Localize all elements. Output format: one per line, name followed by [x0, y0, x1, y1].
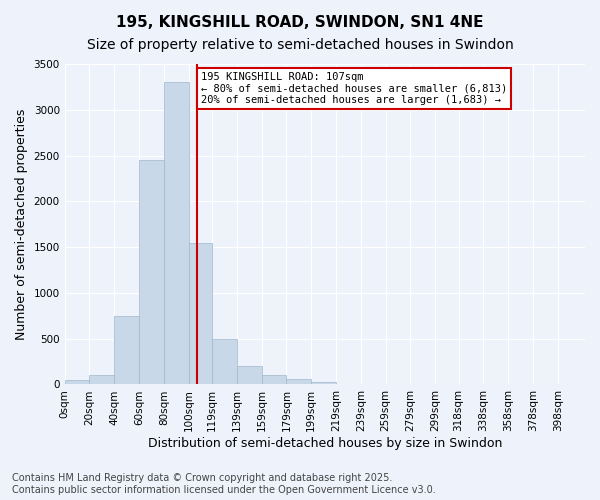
Bar [262, 376, 286, 384]
Text: Contains HM Land Registry data © Crown copyright and database right 2025.
Contai: Contains HM Land Registry data © Crown c… [12, 474, 436, 495]
Bar [164, 82, 188, 384]
Bar [188, 242, 212, 384]
Bar [65, 380, 89, 384]
Bar [237, 366, 262, 384]
Text: Size of property relative to semi-detached houses in Swindon: Size of property relative to semi-detach… [86, 38, 514, 52]
X-axis label: Distribution of semi-detached houses by size in Swindon: Distribution of semi-detached houses by … [148, 437, 502, 450]
Text: 195, KINGSHILL ROAD, SWINDON, SN1 4NE: 195, KINGSHILL ROAD, SWINDON, SN1 4NE [116, 15, 484, 30]
Text: 195 KINGSHILL ROAD: 107sqm
← 80% of semi-detached houses are smaller (6,813)
20%: 195 KINGSHILL ROAD: 107sqm ← 80% of semi… [201, 72, 507, 105]
Bar [286, 379, 311, 384]
Bar [114, 316, 139, 384]
Bar [89, 376, 114, 384]
Bar [139, 160, 164, 384]
Bar [311, 382, 336, 384]
Bar [212, 338, 237, 384]
Y-axis label: Number of semi-detached properties: Number of semi-detached properties [15, 108, 28, 340]
